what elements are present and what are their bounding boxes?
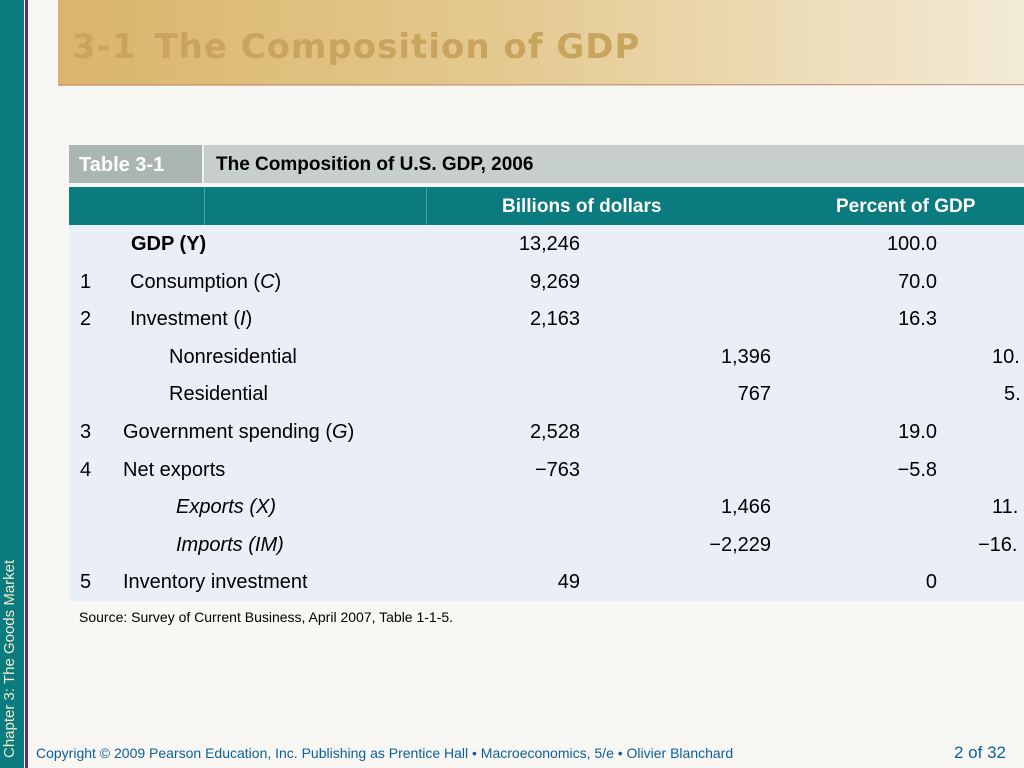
row-number: 4: [80, 458, 92, 481]
table-row: Imports (IM) −2,229 −16.: [69, 526, 1024, 564]
row-label: Residential: [169, 383, 268, 406]
row-billions: 2,163: [529, 308, 580, 331]
title-band: [58, 0, 1024, 86]
row-billions: 49: [557, 571, 580, 594]
row-label: Net exports: [123, 458, 226, 481]
row-label: Government spending (G): [123, 420, 355, 443]
table-row: Exports (X) 1,466 11.: [69, 488, 1024, 526]
row-number: 1: [80, 270, 92, 293]
row-label: Consumption (C): [130, 270, 282, 293]
table-row: GDP (Y) 13,246 100.0: [69, 225, 1024, 263]
table-caption-row: Table 3-1 The Composition of U.S. GDP, 2…: [69, 145, 1024, 183]
left-accent-bar: [0, 0, 24, 768]
row-billions-sub: −2,229: [709, 533, 771, 556]
row-billions-sub: 1,466: [720, 496, 771, 519]
header-divider: [204, 187, 205, 225]
row-percent: 19.0: [898, 420, 937, 443]
table-row: 4 Net exports −763 −5.8: [69, 451, 1024, 489]
row-billions: 13,246: [518, 233, 580, 255]
row-percent: 0: [925, 571, 937, 594]
row-percent-sub: −16.: [978, 533, 1018, 556]
row-label: Inventory investment: [123, 571, 308, 594]
row-percent: 70.0: [898, 270, 937, 293]
row-label: Investment (I): [130, 308, 253, 331]
page-number: 2 of 32: [954, 743, 1006, 762]
slide-title-text: The Composition of GDP: [154, 27, 641, 67]
row-percent: 100.0: [886, 233, 937, 255]
table-caption-title: The Composition of U.S. GDP, 2006: [216, 154, 534, 175]
table-row: 1 Consumption (C) 9,269 70.0: [69, 263, 1024, 301]
table-row: Residential 767 5.: [69, 375, 1024, 413]
row-billions: 9,269: [529, 270, 580, 293]
table-caption-number: Table 3-1: [69, 145, 204, 183]
table-row: 5 Inventory investment 49 0: [69, 563, 1024, 601]
table-row: 3 Government spending (G) 2,528 19.0: [69, 413, 1024, 451]
row-percent: 16.3: [898, 308, 937, 331]
row-number: 3: [80, 420, 92, 443]
table-body: GDP (Y) 13,246 100.0 1 Consumption (C) 9…: [69, 225, 1024, 601]
row-number: 2: [80, 308, 92, 331]
row-billions-sub: 1,396: [720, 345, 771, 368]
header-billions: Billions of dollars: [502, 196, 662, 217]
table-row: Nonresidential 1,396 10.: [69, 338, 1024, 376]
table-source-note: Source: Survey of Current Business, Apri…: [79, 609, 454, 625]
row-label: Imports (IM): [176, 533, 284, 556]
left-accent-line: [25, 0, 28, 768]
slide-title: 3-1 The Composition of GDP: [72, 27, 640, 67]
row-percent-sub: 11.: [992, 496, 1019, 519]
table-header-row: Billions of dollars Percent of GDP: [69, 187, 1024, 225]
copyright-footer: Copyright © 2009 Pearson Education, Inc.…: [36, 745, 734, 761]
table-row: 2 Investment (I) 2,163 16.3: [69, 300, 1024, 338]
title-rule: [58, 84, 1024, 85]
row-label: GDP (Y): [131, 233, 207, 255]
row-label: Nonresidential: [169, 345, 297, 368]
row-label: Exports (X): [176, 496, 277, 519]
gdp-table: Table 3-1 The Composition of U.S. GDP, 2…: [69, 145, 1024, 601]
header-percent: Percent of GDP: [836, 196, 976, 217]
row-billions-sub: 767: [737, 383, 771, 406]
row-percent-sub: 10.: [992, 345, 1020, 368]
row-number: 5: [80, 571, 92, 594]
header-divider: [426, 187, 427, 225]
row-percent: −5.8: [897, 458, 937, 481]
title-notch: [28, 52, 58, 86]
row-billions: 2,528: [529, 420, 580, 443]
slide-title-number: 3-1: [72, 27, 137, 67]
row-percent-sub: 5.: [1004, 383, 1021, 406]
table-gap: [69, 183, 1024, 187]
row-billions: −763: [534, 458, 580, 481]
chapter-side-label: Chapter 3: The Goods Market: [1, 559, 18, 758]
